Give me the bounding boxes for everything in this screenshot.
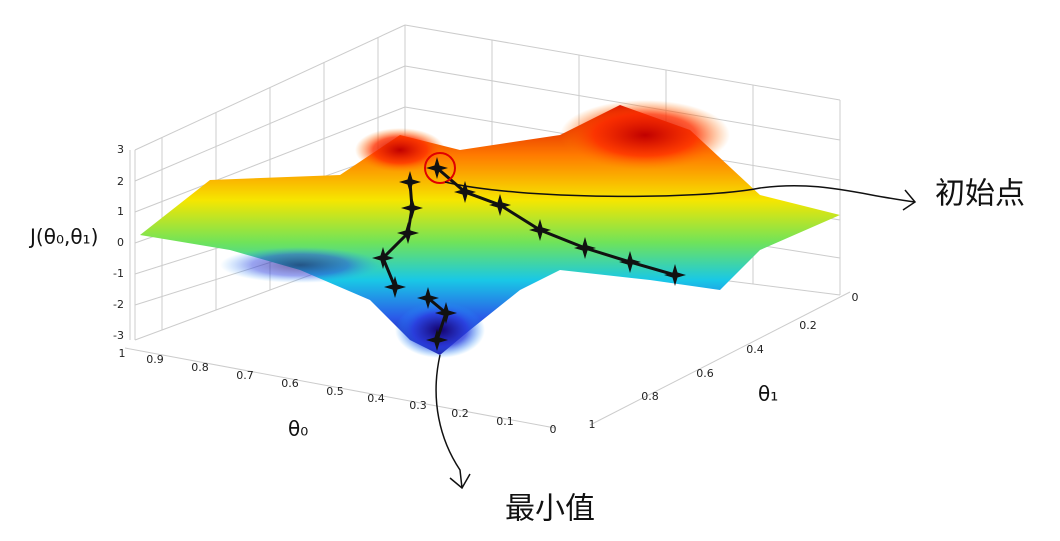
z-tick-label: -3 bbox=[113, 329, 124, 342]
z-tick-label: -2 bbox=[113, 298, 124, 311]
step-marker bbox=[384, 276, 406, 298]
x-tick-label: 0.4 bbox=[367, 392, 385, 405]
y-tick-label: 0.6 bbox=[696, 367, 714, 380]
step-marker bbox=[489, 194, 511, 216]
step-marker bbox=[426, 157, 448, 179]
step-marker bbox=[664, 264, 686, 286]
y-tick-label: 0.2 bbox=[799, 319, 817, 332]
x-tick-label: 0.9 bbox=[146, 353, 164, 366]
step-marker bbox=[574, 237, 596, 259]
step-marker bbox=[435, 302, 457, 324]
y-tick-label: 0 bbox=[852, 291, 859, 304]
x-tick-label: 0.7 bbox=[236, 369, 254, 382]
x-tick-label: 0.3 bbox=[409, 399, 427, 412]
arrows bbox=[435, 181, 917, 490]
surface bbox=[140, 100, 840, 358]
step-marker bbox=[399, 171, 421, 193]
x-tick-label: 0.1 bbox=[496, 415, 514, 428]
z-tick-label: 2 bbox=[117, 175, 124, 188]
x-tick-label: 1 bbox=[119, 347, 126, 360]
z-axis-label: J(θ₀,θ₁) bbox=[28, 225, 98, 249]
y-tick-label: 1 bbox=[589, 418, 596, 431]
x-tick-label: 0.5 bbox=[326, 385, 344, 398]
y-tick-label: 0.4 bbox=[746, 343, 764, 356]
z-tick-label: 1 bbox=[117, 205, 124, 218]
x-axis-label: θ₀ bbox=[288, 417, 308, 441]
start-annotation: 初始点 bbox=[935, 177, 1025, 212]
y-axis-label: θ₁ bbox=[758, 382, 778, 406]
x-tick-label: 0.2 bbox=[451, 407, 469, 420]
step-marker bbox=[426, 329, 448, 351]
minimum-annotation: 最小值 bbox=[505, 492, 595, 527]
step-marker bbox=[397, 222, 419, 244]
z-tick-label: 0 bbox=[117, 236, 124, 249]
step-marker bbox=[529, 219, 551, 241]
step-marker bbox=[372, 247, 394, 269]
z-tick-label: -1 bbox=[113, 267, 124, 280]
step-marker bbox=[619, 251, 641, 273]
z-tick-label: 3 bbox=[117, 143, 124, 156]
start-marker bbox=[424, 152, 456, 184]
step-marker bbox=[454, 181, 476, 203]
steps bbox=[372, 157, 686, 351]
step-marker bbox=[401, 197, 423, 219]
y-tick-label: 0.8 bbox=[641, 390, 659, 403]
x-tick-label: 0 bbox=[550, 423, 557, 436]
step-marker bbox=[417, 287, 439, 309]
x-tick-label: 0.6 bbox=[281, 377, 299, 390]
x-tick-label: 0.8 bbox=[191, 361, 209, 374]
